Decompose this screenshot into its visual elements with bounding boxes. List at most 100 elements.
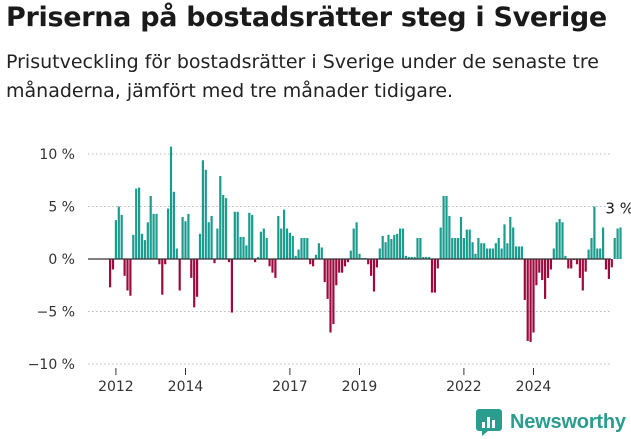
bar-positive [500, 248, 503, 259]
bar-positive [428, 256, 431, 259]
bar-positive [590, 238, 593, 259]
bar-negative [129, 259, 132, 296]
bar-positive [198, 233, 202, 259]
bar-positive [404, 255, 407, 259]
bar-negative [370, 259, 373, 276]
bar-positive [378, 248, 381, 259]
bar-positive [515, 246, 518, 259]
bar-negative [538, 259, 541, 273]
bar-positive [233, 211, 236, 259]
bar-negative [581, 259, 584, 291]
bar-positive [439, 227, 442, 259]
bar-positive [181, 217, 184, 259]
bar-negative [126, 259, 129, 291]
bar-positive [483, 243, 486, 259]
bar-positive [416, 238, 419, 259]
bar-positive [184, 221, 187, 259]
bar-negative [193, 259, 196, 308]
bar-positive [410, 256, 413, 259]
bar-positive [285, 228, 289, 259]
y-tick-label: 10 % [39, 147, 75, 163]
bar-positive [283, 209, 286, 259]
bar-negative [123, 259, 126, 276]
bar-positive [619, 227, 622, 259]
bar-positive [381, 235, 384, 259]
x-tick-label: 2012 [98, 379, 134, 395]
bar-positive [152, 213, 155, 259]
bar-chart: 10 % 5 % 0 % −5 % −10 % 2012 2014 2017 2019 2022… [28, 146, 631, 395]
bar-positive [448, 215, 451, 259]
brand-logo[interactable]: Newsworthy [476, 407, 626, 437]
bar-negative [610, 259, 613, 268]
bar-positive [474, 253, 477, 259]
x-tick-label: 2019 [342, 379, 378, 395]
bar-positive [175, 248, 178, 259]
bar-positive [561, 222, 564, 259]
bar-positive [355, 222, 358, 259]
bar-positive [387, 234, 390, 259]
bar-negative [578, 259, 581, 278]
bar-negative [109, 259, 112, 288]
bar-negative [213, 259, 216, 264]
bar-positive [491, 248, 494, 259]
bar-positive [393, 234, 396, 259]
bar-positive [303, 238, 306, 259]
bar-negative [254, 259, 257, 263]
bar-negative [535, 259, 538, 286]
bar-negative [338, 259, 341, 273]
bar-negative [323, 259, 326, 283]
bar-negative [584, 259, 587, 272]
bar-positive [306, 238, 309, 259]
bar-positive [114, 220, 117, 259]
bar-positive [407, 256, 410, 259]
bar-negative [372, 259, 376, 292]
bar-positive [225, 198, 228, 259]
chart-subtitle: Prisutveckling för bostadsrätter i Sveri… [6, 51, 599, 102]
bar-positive [471, 242, 474, 259]
bar-negative [375, 259, 378, 268]
bar-positive [413, 256, 416, 259]
bar-positive [596, 248, 599, 259]
bar-negative [309, 259, 312, 265]
bar-negative [271, 259, 274, 273]
bar-positive [120, 214, 123, 259]
bar-positive [201, 160, 204, 259]
y-tick-label: −5 % [37, 305, 75, 321]
bar-positive [300, 238, 303, 259]
bar-negative [549, 259, 552, 270]
y-axis-ticks: 10 % 5 % 0 % −5 % −10 % [28, 147, 75, 373]
bar-positive [401, 228, 405, 259]
bar-positive [480, 243, 483, 259]
bar-positive [454, 238, 457, 259]
bar-positive [506, 243, 509, 259]
bar-positive [155, 213, 158, 259]
bar-positive [210, 215, 213, 259]
bar-negative [544, 259, 547, 299]
bar-positive [204, 169, 207, 259]
bar-positive [297, 249, 300, 259]
bar-positive [613, 238, 616, 259]
bar-negative [436, 259, 439, 269]
chart-title: Priserna på bostadsrätter steg i Sverige [6, 2, 607, 33]
bar-positive [143, 240, 146, 259]
bar-positive [509, 217, 512, 259]
bars [109, 146, 622, 342]
bar-negative [430, 259, 434, 293]
bar-positive [140, 233, 144, 259]
bar-positive [265, 238, 268, 259]
bar-negative [529, 259, 532, 342]
bar-positive [146, 222, 149, 259]
bar-positive [135, 188, 138, 259]
bar-positive [445, 196, 448, 259]
bar-positive [138, 187, 141, 259]
bar-positive [169, 146, 173, 259]
bar-positive [442, 196, 445, 259]
bar-positive [459, 217, 463, 259]
bar-positive [172, 191, 175, 259]
bar-positive [488, 248, 492, 259]
x-axis-ticks: 2012 2014 2017 2019 2022 2024 [98, 368, 551, 395]
bar-negative [335, 259, 338, 286]
bar-positive [358, 253, 361, 259]
bar-positive [245, 245, 248, 259]
y-tick-label: −10 % [28, 357, 75, 373]
